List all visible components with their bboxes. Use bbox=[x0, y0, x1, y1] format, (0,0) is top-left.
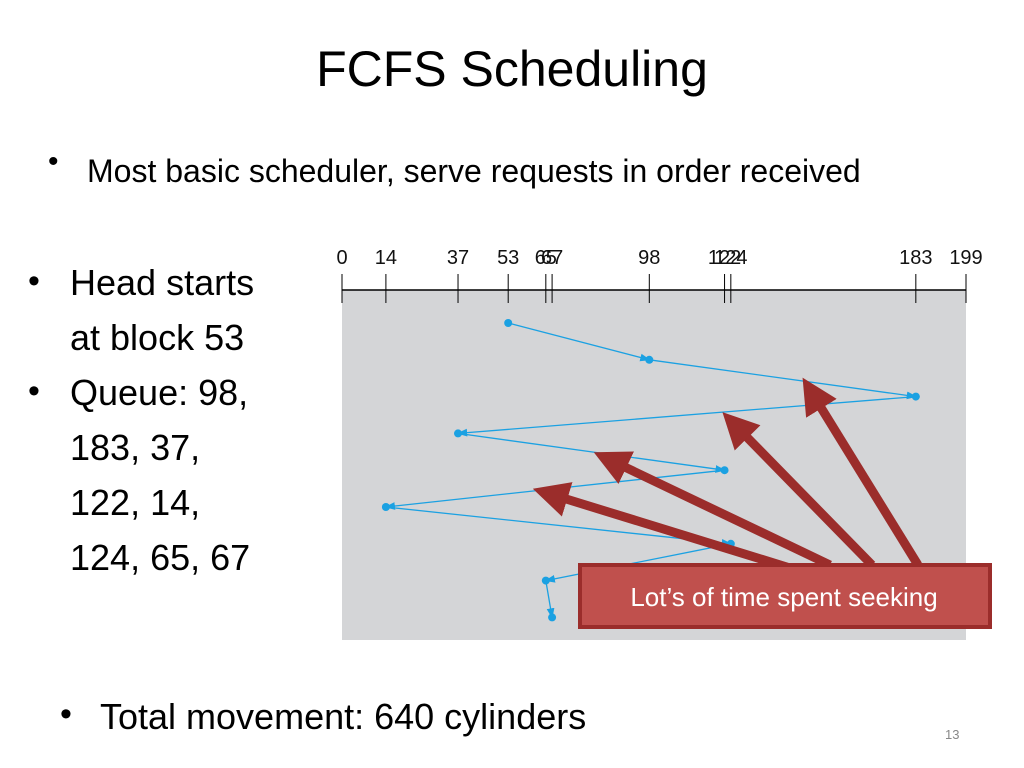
callout-box bbox=[578, 563, 992, 629]
bullet-dot: • bbox=[48, 145, 59, 178]
seek-segment bbox=[385, 506, 733, 547]
seek-segment bbox=[457, 432, 726, 473]
tick-label: 122 bbox=[708, 247, 741, 269]
seek-segment bbox=[456, 395, 916, 437]
bullet-line: at block 53 bbox=[70, 317, 245, 358]
bullet-dot: • bbox=[60, 695, 72, 733]
seek-segment bbox=[544, 543, 731, 583]
slide-title: FCFS Scheduling bbox=[316, 41, 708, 97]
bullet-line: Queue: 98, bbox=[70, 372, 249, 413]
head-position bbox=[504, 319, 513, 327]
head-position bbox=[720, 466, 729, 475]
callout-text: Lot’s of time spent seeking bbox=[630, 582, 937, 612]
tick-label: 124 bbox=[714, 247, 747, 269]
head-position bbox=[454, 429, 463, 438]
tick-label: 14 bbox=[375, 247, 397, 269]
tick-label: 199 bbox=[949, 247, 982, 269]
head-position bbox=[911, 392, 920, 401]
bullet-dot: • bbox=[28, 372, 40, 410]
head-position bbox=[381, 503, 390, 511]
bottom-bullet: Total movement: 640 cylinders bbox=[100, 696, 587, 737]
bullet-dot: • bbox=[28, 262, 40, 300]
arrow bbox=[722, 412, 876, 569]
arrows bbox=[532, 377, 922, 573]
tick-label: 37 bbox=[447, 247, 469, 269]
arrow bbox=[593, 451, 832, 570]
bullet-line: 183, 37, bbox=[70, 427, 201, 468]
head-position bbox=[645, 355, 654, 364]
tick-label: 65 bbox=[535, 247, 557, 269]
tick-label: 183 bbox=[899, 247, 932, 269]
bullet-line: 122, 14, bbox=[70, 482, 201, 523]
bullet-line: 124, 65, 67 bbox=[70, 537, 251, 578]
arrow bbox=[532, 482, 792, 573]
seek-segment bbox=[508, 322, 651, 362]
bullet-text: Most basic scheduler, serve requests in … bbox=[87, 153, 861, 189]
tick-label: 0 bbox=[336, 247, 347, 269]
tick-label: 67 bbox=[541, 247, 563, 269]
seek-segment bbox=[649, 359, 918, 400]
seek-segment bbox=[545, 580, 555, 619]
tick-label: 53 bbox=[497, 247, 519, 269]
tick-label: 98 bbox=[638, 247, 660, 269]
page-number: 13 bbox=[945, 727, 960, 742]
head-position bbox=[548, 613, 557, 622]
bullet-line: Head starts bbox=[70, 262, 255, 303]
head-position bbox=[541, 576, 550, 585]
arrow bbox=[802, 377, 922, 568]
